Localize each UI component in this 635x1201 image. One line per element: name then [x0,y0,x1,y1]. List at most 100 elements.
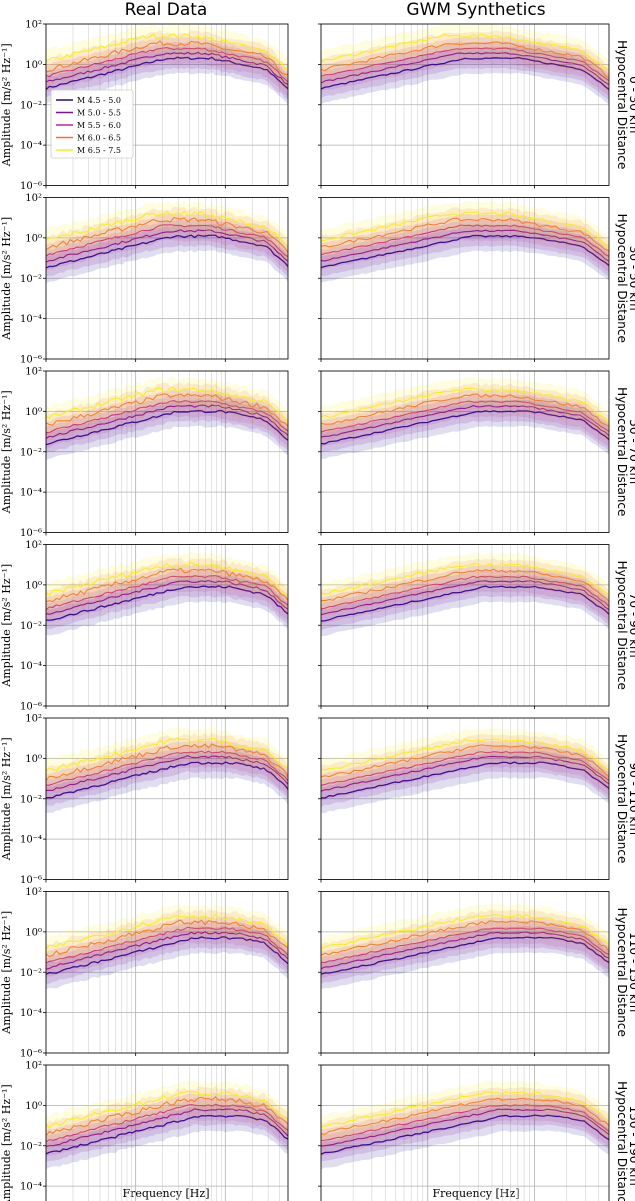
y-tick-label: 10⁻² [20,621,42,632]
row-label-distance: 50 - 70 km [627,419,635,484]
band--5-5-6-0 [321,1093,609,1156]
y-tick-label: 10⁰ [25,1101,42,1112]
band--6-0-6-5 [46,382,288,442]
series-group [46,200,288,284]
series-line--6-5-7-5 [46,210,288,247]
row-label-title: Hypocentral Distance [615,734,629,863]
series-line--6-5-7-5 [46,561,288,597]
y-tick-label: 10⁻⁶ [20,1049,42,1060]
band--6-5-7-5 [46,376,288,438]
band--6-0-6-5 [46,557,288,617]
y-tick-label: 10⁰ [25,927,42,938]
y-tick-label: 10⁻² [20,100,42,111]
series-group [46,903,288,990]
series-line--5-5-6-0 [321,750,609,786]
y-tick-label: 10⁻⁴ [20,661,42,672]
band--5-5-6-0 [46,36,288,98]
panel-1-synthetic: Hypocentral Distance0 - 30 km [318,23,635,189]
column-title-real: Real Data [125,0,208,20]
band--6-0-6-5 [321,206,609,266]
y-tick-label: 10⁻⁴ [20,1008,42,1019]
series-line--6-0-6-5 [321,920,609,956]
series-line--5-0-5-5 [321,1108,609,1147]
series-group [46,376,288,460]
series-line--4-5-5-0 [321,936,609,975]
series-line--4-5-5-0 [46,409,288,446]
series-line--5-5-6-0 [46,575,288,611]
y-tick-label: 10² [25,887,42,898]
series-line--6-5-7-5 [46,913,288,950]
series-line--5-5-6-0 [321,927,609,963]
y-axis-label: Amplitude [m/s² Hz⁻¹] [0,1084,13,1201]
series-line--6-0-6-5 [321,393,609,427]
y-tick-label: 10² [25,193,42,204]
series-line--6-0-6-5 [46,217,288,253]
y-tick-label: 10⁰ [25,233,42,244]
band--5-0-5-5 [321,745,609,807]
y-axis-label: Amplitude [m/s² Hz⁻¹] [0,564,13,688]
band--5-0-5-5 [46,218,288,278]
row-label-title: Hypocentral Distance [615,387,629,516]
series-line--4-5-5-0 [46,585,288,621]
band--5-0-5-5 [46,41,288,100]
band--6-0-6-5 [46,206,288,268]
band--4-5-5-0 [321,224,609,283]
panel-grid: 10⁻⁶ 10⁻⁴ 10⁻² 10⁰ 10² Amplitude [m/s² Hz⁻¹] M… [0,20,635,1201]
band--5-5-6-0 [321,389,609,448]
y-tick-label: 10⁻⁴ [20,488,42,499]
band--5-5-6-0 [46,213,288,272]
y-tick-label: 10⁻⁴ [20,835,42,846]
band--4-5-5-0 [321,399,609,459]
series-group [46,727,288,813]
y-tick-label: 10² [25,540,42,551]
series-line--6-5-7-5 [46,387,288,423]
series-group [321,1080,609,1170]
band--5-0-5-5 [46,393,288,454]
series-line--4-5-5-0 [321,410,609,445]
band--5-5-6-0 [46,916,288,979]
series-group [321,24,609,105]
band--4-5-5-0 [46,574,288,636]
series-group [321,551,609,637]
series-line--6-5-7-5 [321,738,609,771]
legend-box [50,89,134,159]
series-line--5-0-5-5 [46,931,288,970]
series-line--6-0-6-5 [46,1096,288,1137]
series-line--5-0-5-5 [46,404,288,439]
series-line--4-5-5-0 [321,234,609,269]
series-line--6-0-6-5 [321,1097,609,1135]
y-tick-label: 10⁻⁶ [20,702,42,713]
panel-7-real: 10⁻⁶10⁻⁴10⁻²10⁰10²10⁻¹10⁰10¹Amplitude [m… [0,1061,289,1201]
series-line--5-0-5-5 [321,931,609,970]
y-tick-label: 10⁻² [20,274,42,285]
series-line--6-5-7-5 [321,914,609,950]
band--6-0-6-5 [321,1087,609,1150]
column-title-synthetic: GWM Synthetics [406,0,545,20]
y-tick-label: 10⁰ [25,60,42,71]
series-line--6-5-7-5 [321,562,609,595]
series-line--6-0-6-5 [46,393,288,427]
series-line--4-5-5-0 [321,56,609,91]
series-line--6-0-6-5 [46,567,288,603]
band--4-5-5-0 [321,750,609,814]
band--6-5-7-5 [321,1080,609,1142]
y-tick-label: 10⁻⁴ [20,141,42,152]
series-line--4-5-5-0 [321,585,609,622]
series-line--5-5-6-0 [46,400,288,434]
band--5-5-6-0 [321,565,609,625]
band--6-5-7-5 [321,200,609,264]
panel-2-real: 10⁻⁶ 10⁻⁴ 10⁻² 10⁰ 10² Amplitude [m/s² Hz⁻¹] [0,193,289,366]
legend-entry: M 6.5 - 7.5 [77,146,121,155]
band--5-5-6-0 [321,36,609,96]
y-tick-label: 10² [25,714,42,725]
row-label-title: Hypocentral Distance [615,40,629,169]
band--5-5-6-0 [321,917,609,978]
band--5-0-5-5 [46,744,288,806]
series-line--5-5-6-0 [321,575,609,610]
series-line--5-0-5-5 [321,404,609,438]
band--6-5-7-5 [46,1080,288,1144]
